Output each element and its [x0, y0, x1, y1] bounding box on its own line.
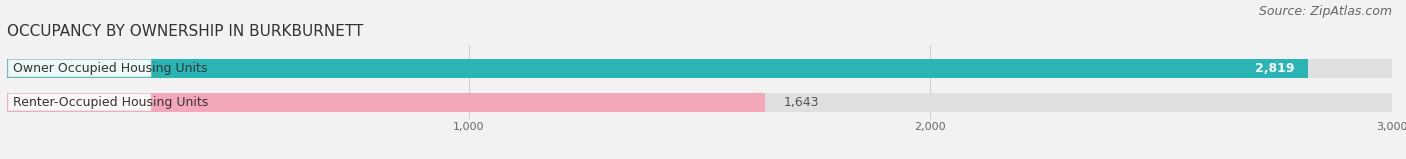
Text: OCCUPANCY BY OWNERSHIP IN BURKBURNETT: OCCUPANCY BY OWNERSHIP IN BURKBURNETT	[7, 24, 363, 39]
Bar	[7, 59, 1392, 78]
Text: 1,643: 1,643	[785, 96, 820, 109]
Bar	[7, 93, 765, 112]
FancyBboxPatch shape	[8, 60, 150, 77]
Text: Renter-Occupied Housing Units: Renter-Occupied Housing Units	[13, 96, 208, 109]
Text: Owner Occupied Housing Units: Owner Occupied Housing Units	[13, 62, 207, 75]
Bar	[7, 59, 1309, 78]
Text: Source: ZipAtlas.com: Source: ZipAtlas.com	[1258, 5, 1392, 18]
Text: 2,819: 2,819	[1256, 62, 1295, 75]
Bar	[7, 93, 1392, 112]
FancyBboxPatch shape	[8, 94, 150, 111]
